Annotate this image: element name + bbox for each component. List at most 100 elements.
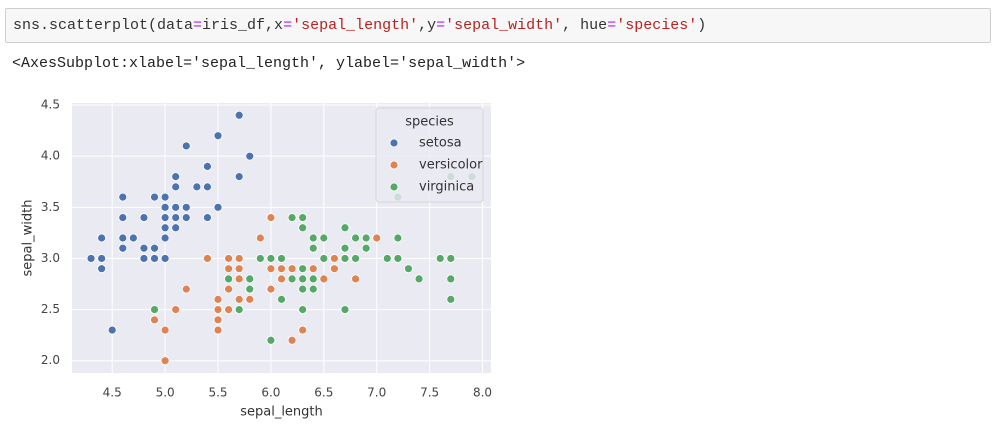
- data-point: [446, 254, 456, 263]
- data-point: [160, 223, 170, 233]
- legend-title: species: [405, 115, 454, 130]
- legend-label: setosa: [419, 136, 462, 151]
- data-point: [287, 335, 297, 345]
- code-cell[interactable]: sns.scatterplot(data=iris_df,x='sepal_le…: [5, 8, 991, 43]
- x-tick-label: 5.5: [208, 386, 227, 400]
- data-point: [234, 264, 244, 274]
- data-point: [277, 254, 286, 263]
- data-point: [414, 274, 424, 284]
- data-point: [139, 254, 149, 263]
- data-point: [118, 213, 128, 222]
- data-point: [298, 325, 308, 335]
- data-point: [203, 213, 212, 222]
- data-point: [319, 274, 329, 284]
- data-point: [340, 243, 350, 253]
- data-point: [213, 131, 223, 141]
- data-point: [118, 233, 128, 243]
- data-point: [245, 294, 255, 304]
- data-point: [245, 151, 255, 161]
- legend-marker: [389, 138, 399, 148]
- legend-marker: [389, 160, 399, 170]
- data-point: [287, 274, 297, 284]
- data-point: [308, 284, 318, 294]
- data-point: [340, 223, 350, 233]
- y-tick-label: 3.0: [41, 251, 60, 265]
- data-point: [86, 254, 96, 263]
- data-point: [351, 274, 360, 284]
- data-point: [224, 284, 233, 294]
- legend-label: virginica: [419, 180, 474, 195]
- y-tick-label: 4.0: [41, 149, 60, 163]
- data-point: [277, 274, 286, 284]
- data-point: [234, 274, 244, 284]
- data-point: [203, 254, 212, 263]
- code-token: 'sepal_width': [445, 17, 563, 34]
- data-point: [287, 213, 297, 222]
- data-point: [213, 305, 223, 314]
- data-point: [150, 305, 159, 314]
- data-point: [351, 254, 360, 263]
- data-point: [266, 284, 276, 294]
- x-tick-label: 7.0: [367, 386, 386, 400]
- x-tick-label: 8.0: [473, 386, 492, 400]
- data-point: [107, 325, 117, 335]
- data-point: [171, 223, 181, 233]
- data-point: [298, 284, 308, 294]
- data-point: [340, 305, 350, 314]
- y-tick-label: 2.0: [41, 353, 60, 367]
- code-token: =: [283, 17, 293, 34]
- data-point: [266, 335, 276, 345]
- legend-box: [375, 107, 484, 203]
- x-tick-label: 6.5: [314, 386, 333, 400]
- data-point: [171, 182, 181, 192]
- data-point: [160, 356, 170, 366]
- y-tick-label: 4.5: [41, 98, 60, 112]
- data-point: [446, 294, 456, 304]
- data-point: [203, 182, 212, 192]
- data-point: [308, 243, 318, 253]
- x-tick-label: 7.5: [420, 386, 439, 400]
- data-point: [150, 243, 159, 253]
- data-point: [308, 264, 318, 274]
- data-point: [224, 254, 233, 263]
- data-point: [97, 264, 107, 274]
- data-point: [213, 294, 223, 304]
- data-point: [213, 325, 223, 335]
- data-point: [245, 284, 255, 294]
- legend-marker: [389, 182, 399, 192]
- data-point: [245, 274, 255, 284]
- data-point: [171, 172, 181, 182]
- x-axis-label: sepal_length: [240, 405, 323, 420]
- code-token: iris_df,x: [202, 17, 284, 34]
- data-point: [340, 254, 350, 263]
- data-point: [266, 254, 276, 263]
- y-axis-label: sepal_width: [21, 200, 36, 277]
- x-tick-label: 4.5: [103, 386, 122, 400]
- data-point: [298, 264, 308, 274]
- data-point: [308, 274, 318, 284]
- data-point: [298, 223, 308, 233]
- data-point: [118, 192, 128, 202]
- data-point: [351, 233, 360, 243]
- data-point: [181, 284, 191, 294]
- data-point: [160, 192, 170, 202]
- data-point: [234, 172, 244, 182]
- x-tick-label: 5.0: [156, 386, 175, 400]
- data-point: [330, 264, 339, 274]
- legend-label: versicolor: [419, 158, 483, 173]
- cell-output: <AxesSubplot:xlabel='sepal_length', ylab…: [12, 55, 526, 72]
- data-point: [139, 243, 149, 253]
- data-point: [97, 233, 107, 243]
- code-token: ): [697, 17, 707, 34]
- data-point: [382, 254, 392, 263]
- data-point: [171, 305, 181, 314]
- data-point: [224, 274, 233, 284]
- code-token: ,y: [418, 17, 437, 34]
- data-point: [298, 274, 308, 284]
- data-point: [298, 213, 308, 222]
- code-token: =: [436, 17, 446, 34]
- data-point: [171, 213, 181, 222]
- data-point: [319, 233, 329, 243]
